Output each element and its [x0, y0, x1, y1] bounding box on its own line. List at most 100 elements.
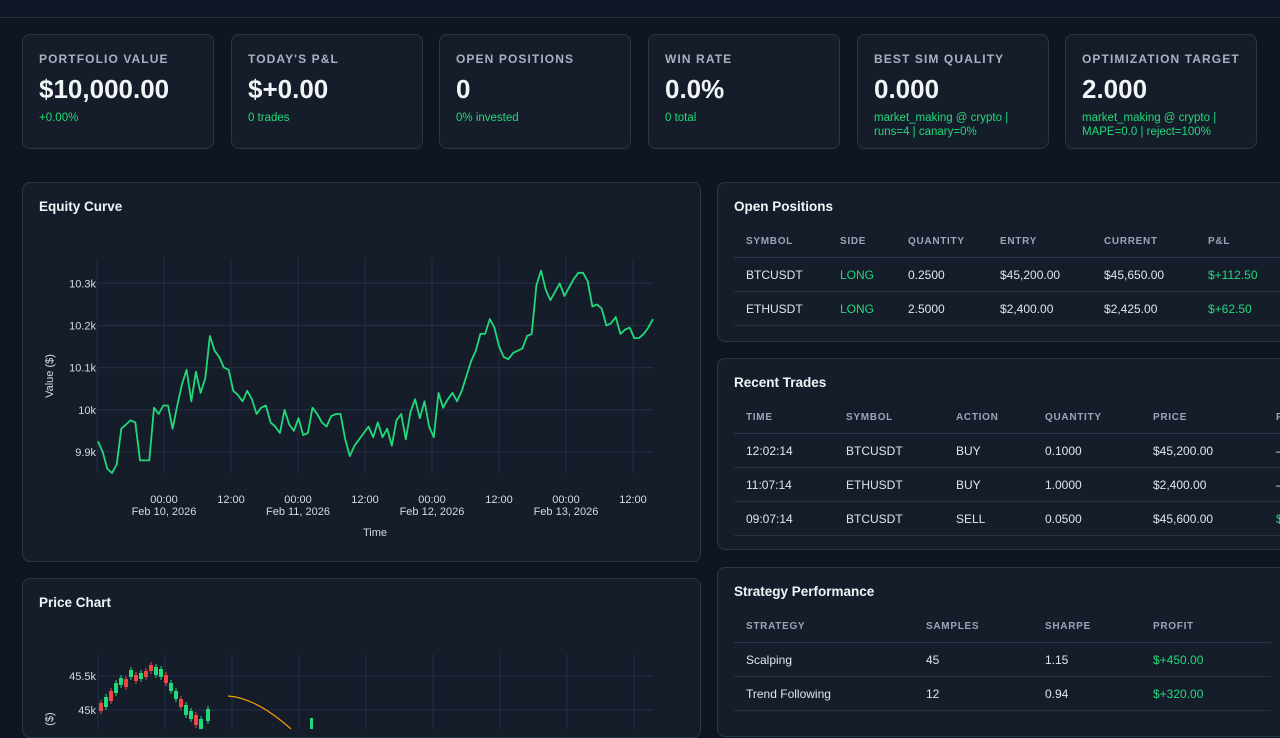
table-cell: $45,200.00 [1141, 433, 1264, 468]
open-positions-title: Open Positions [734, 199, 834, 214]
candle-body [129, 670, 133, 677]
column-header[interactable]: SAMPLES [914, 610, 1033, 643]
column-header[interactable]: SHARPE [1033, 610, 1141, 643]
table-row[interactable]: 09:07:14 BTCUSDT SELL 0.0500 $45,600.00 $ [734, 501, 1280, 536]
table-row[interactable]: ETHUSDT LONG 2.5000 $2,400.00 $2,425.00 $+62.… [734, 291, 1280, 326]
table-cell: BTCUSDT [834, 501, 944, 536]
column-header[interactable]: SYMBOL [734, 225, 828, 258]
y-tick-label: 10k [78, 405, 96, 417]
table-row[interactable]: Scalping 45 1.15 $+450.00 [734, 642, 1271, 677]
equity-curve-panel: Equity Curve 10.3k 10.2k 10.1k 10k 9.9k 00:00… [22, 182, 701, 562]
table-cell: 0.2500 [896, 257, 988, 292]
best-sim-quality-card: BEST SIM QUALITY 0.000 market_making @ cry… [857, 34, 1049, 149]
x-tick-label: 00:00 [552, 494, 580, 506]
column-header[interactable]: ACTION [944, 401, 1033, 434]
y-tick-label: 10.3k [69, 278, 96, 290]
table-cell: LONG [828, 257, 896, 292]
column-header[interactable]: QUANTITY [896, 225, 988, 258]
column-header[interactable]: STRATEGY [734, 610, 914, 643]
table-cell: $45,650.00 [1092, 257, 1196, 292]
optimization-target-card: OPTIMIZATION TARGET 2.000 market_making @ … [1065, 34, 1257, 149]
column-header[interactable]: P&L [1196, 225, 1280, 258]
kpi-value: $10,000.00 [39, 74, 170, 104]
open-positions-card: OPEN POSITIONS 0 0% invested [439, 34, 631, 149]
column-header[interactable]: PROFIT [1141, 610, 1271, 643]
table-cell: 0.94 [1033, 676, 1141, 711]
x-tick-label: 00:00 [284, 494, 312, 506]
kpi-subtext: market_making @ crypto | runs=4 | canary… [874, 112, 1009, 138]
candle-body [134, 675, 138, 681]
x-tick-date: Feb 11, 2026 [266, 506, 330, 518]
y-axis-title: ($) [44, 712, 56, 725]
candle-body [174, 691, 178, 699]
kpi-value: 2.000 [1082, 74, 1148, 104]
table-cell: LONG [828, 291, 896, 326]
x-tick-date: Feb 10, 2026 [132, 506, 197, 518]
price-chart[interactable]: 45.5k 45k ($) [23, 579, 700, 729]
candle-body [144, 671, 148, 677]
equity-series-line [97, 269, 654, 474]
candle-body [169, 683, 173, 691]
table-cell: BUY [944, 433, 1033, 468]
recent-trades-title: Recent Trades [734, 375, 827, 390]
table-cell: $ [1264, 501, 1280, 536]
strategy-performance-title: Strategy Performance [734, 584, 875, 599]
kpi-subtext: market_making @ crypto | MAPE=0.0 | reje… [1082, 112, 1217, 138]
equity-curve-title: Equity Curve [39, 199, 123, 214]
open-positions-panel: Open Positions SYMBOL SIDE QUANTITY ENTRY CU… [717, 182, 1280, 342]
column-header[interactable]: ENTRY [988, 225, 1092, 258]
kpi-subtext: 0 total [665, 112, 697, 124]
todays-pnl-card: TODAY'S P&L $+0.00 0 trades [231, 34, 423, 149]
candle-body [184, 705, 188, 715]
kpi-label: TODAY'S P&L [248, 52, 339, 66]
table-cell: 1.0000 [1033, 467, 1141, 502]
x-tick-label: 12:00 [351, 494, 379, 506]
table-cell: $45,600.00 [1141, 501, 1264, 536]
positions-table: SYMBOL SIDE QUANTITY ENTRY CURRENT P&L BTCUSDT… [734, 225, 1280, 326]
table-cell: 1.15 [1033, 642, 1141, 677]
candle-body [199, 719, 203, 729]
table-cell: $+320.00 [1141, 676, 1271, 711]
kpi-subtext: 0% invested [456, 112, 519, 124]
kpi-label: PORTFOLIO VALUE [39, 52, 169, 66]
moving-average-line [227, 695, 292, 729]
candle-body [124, 679, 128, 687]
kpi-value: 0 [456, 74, 471, 104]
candle-body [194, 715, 198, 725]
x-tick-label: 12:00 [217, 494, 245, 506]
kpi-subtext: 0 trades [248, 112, 290, 124]
candle-body [189, 711, 193, 719]
table-cell: $+62.50 [1196, 291, 1280, 326]
kpi-label: OPEN POSITIONS [456, 52, 575, 66]
table-cell: Trend Following [734, 676, 914, 711]
win-rate-card: WIN RATE 0.0% 0 total [648, 34, 840, 149]
table-cell: $2,400.00 [1141, 467, 1264, 502]
top-bar [0, 0, 1280, 18]
candle-body [149, 665, 153, 671]
kpi-value: 0.000 [874, 74, 940, 104]
column-header[interactable]: P [1264, 401, 1280, 434]
y-tick-label: 45.5k [69, 671, 96, 683]
kpi-label: WIN RATE [665, 52, 733, 66]
column-header[interactable]: TIME [734, 401, 834, 434]
table-cell: $45,200.00 [988, 257, 1092, 292]
table-cell: BUY [944, 467, 1033, 502]
kpi-label: BEST SIM QUALITY [874, 52, 1005, 66]
table-cell: SELL [944, 501, 1033, 536]
table-row[interactable]: Trend Following 12 0.94 $+320.00 [734, 676, 1271, 711]
candle-body [104, 697, 108, 707]
column-header[interactable]: SYMBOL [834, 401, 944, 434]
column-header[interactable]: CURRENT [1092, 225, 1196, 258]
table-cell: ETHUSDT [734, 291, 828, 326]
column-header[interactable]: QUANTITY [1033, 401, 1141, 434]
y-tick-label: 10.2k [69, 320, 96, 332]
recent-trades-panel: Recent Trades TIME SYMBOL ACTION QUANTITY PR… [717, 358, 1280, 550]
column-header[interactable]: SIDE [828, 225, 896, 258]
table-row[interactable]: BTCUSDT LONG 0.2500 $45,200.00 $45,650.00 $+1… [734, 257, 1280, 292]
column-header[interactable]: PRICE [1141, 401, 1264, 434]
table-cell: $+450.00 [1141, 642, 1271, 677]
table-cell: – [1264, 467, 1280, 502]
